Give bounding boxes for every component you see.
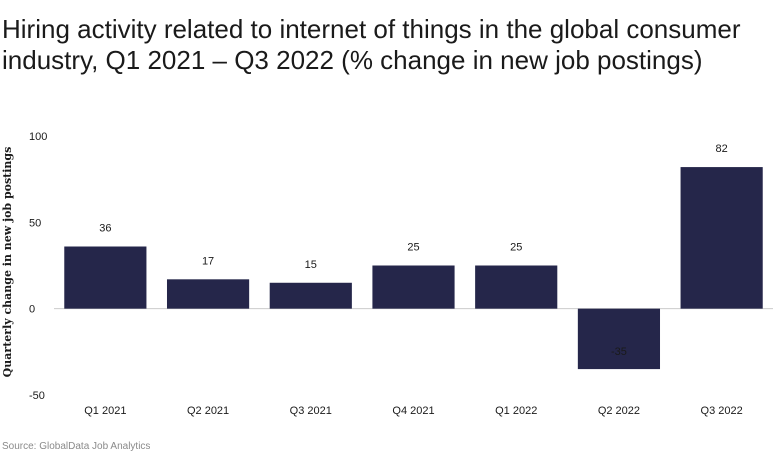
data-label: 25 [510,242,522,254]
x-tick-label: Q1 2021 [84,405,126,417]
bar [269,282,352,309]
y-axis-label: Quarterly change in new job postings [1,147,14,378]
x-axis-ticks: Q1 2021 Q2 2021 Q3 2021 Q4 2021 Q1 2022 Q2 20… [84,405,742,417]
data-labels: 36 17 15 25 25 -35 82 [99,143,728,358]
y-axis-ticks: 100 50 0 -50 [29,131,47,402]
y-tick-label: 50 [29,217,41,229]
chart-title: Hiring activity related to internet of t… [2,14,741,75]
y-tick-label: -50 [29,390,45,402]
source-note: Source: GlobalData Job Analytics [2,441,151,452]
bar [577,308,661,370]
x-tick-label: Q1 2022 [495,405,537,417]
bar [372,265,455,309]
bar [680,167,763,309]
bars [64,167,763,370]
x-tick-label: Q3 2022 [701,405,743,417]
data-label: 15 [305,259,317,271]
y-tick-label: 0 [29,304,35,316]
x-tick-label: Q2 2021 [187,405,229,417]
data-label: 36 [99,223,111,235]
bar [64,246,147,309]
bar-chart: Quarterly change in new job postings 100… [1,131,773,417]
data-label: 17 [202,255,214,267]
data-label: 82 [716,143,728,155]
y-tick-label: 100 [29,131,47,143]
x-tick-label: Q4 2021 [392,405,434,417]
x-tick-label: Q3 2021 [290,405,332,417]
data-label: 25 [407,242,419,254]
bar [475,265,558,309]
x-tick-label: Q2 2022 [598,405,640,417]
data-label: -35 [611,346,627,358]
bar [166,279,250,309]
